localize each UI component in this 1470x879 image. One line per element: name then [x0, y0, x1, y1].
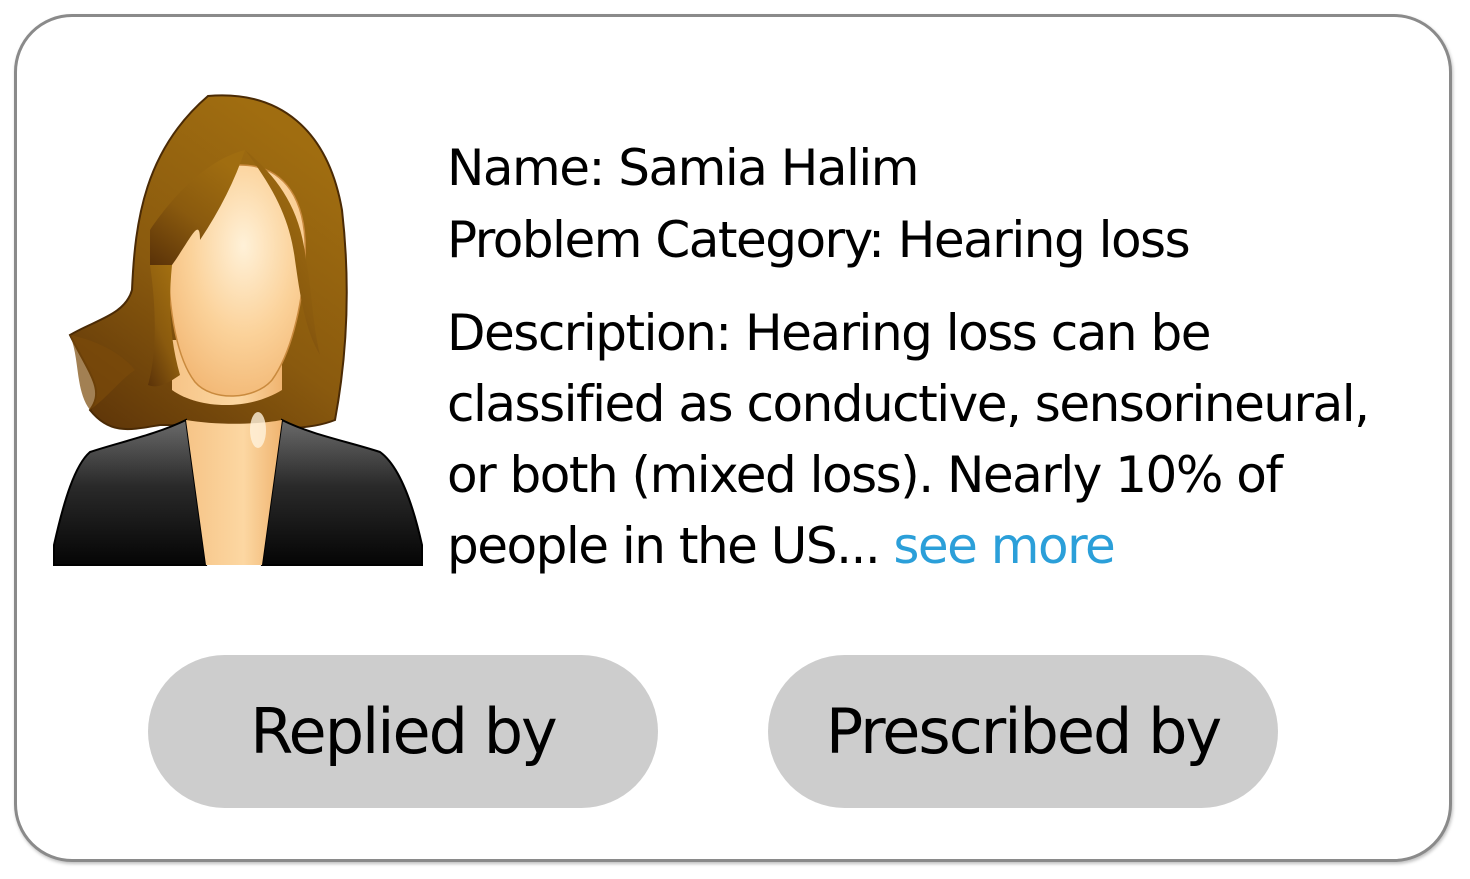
problem-category: Problem Category: Hearing loss	[447, 211, 1191, 269]
patient-name: Name: Samia Halim	[447, 139, 919, 197]
description-line: classified as conductive, sensorineural,	[447, 375, 1370, 433]
replied-by-button[interactable]: Replied by	[148, 655, 658, 808]
female-user-avatar-icon	[53, 94, 423, 566]
problem-description: Description: Hearing loss can be classif…	[447, 298, 1422, 582]
patient-info: Name: Samia Halim Problem Category: Hear…	[447, 132, 1437, 582]
see-more-link[interactable]: see more	[893, 517, 1115, 575]
description-line: people in the US...	[447, 517, 881, 575]
prescribed-by-button[interactable]: Prescribed by	[768, 655, 1278, 808]
description-line: Description: Hearing loss can be	[447, 304, 1211, 362]
description-line: or both (mixed loss). Nearly 10% of	[447, 446, 1283, 504]
description-last-line: people in the US... see more	[447, 511, 1422, 582]
